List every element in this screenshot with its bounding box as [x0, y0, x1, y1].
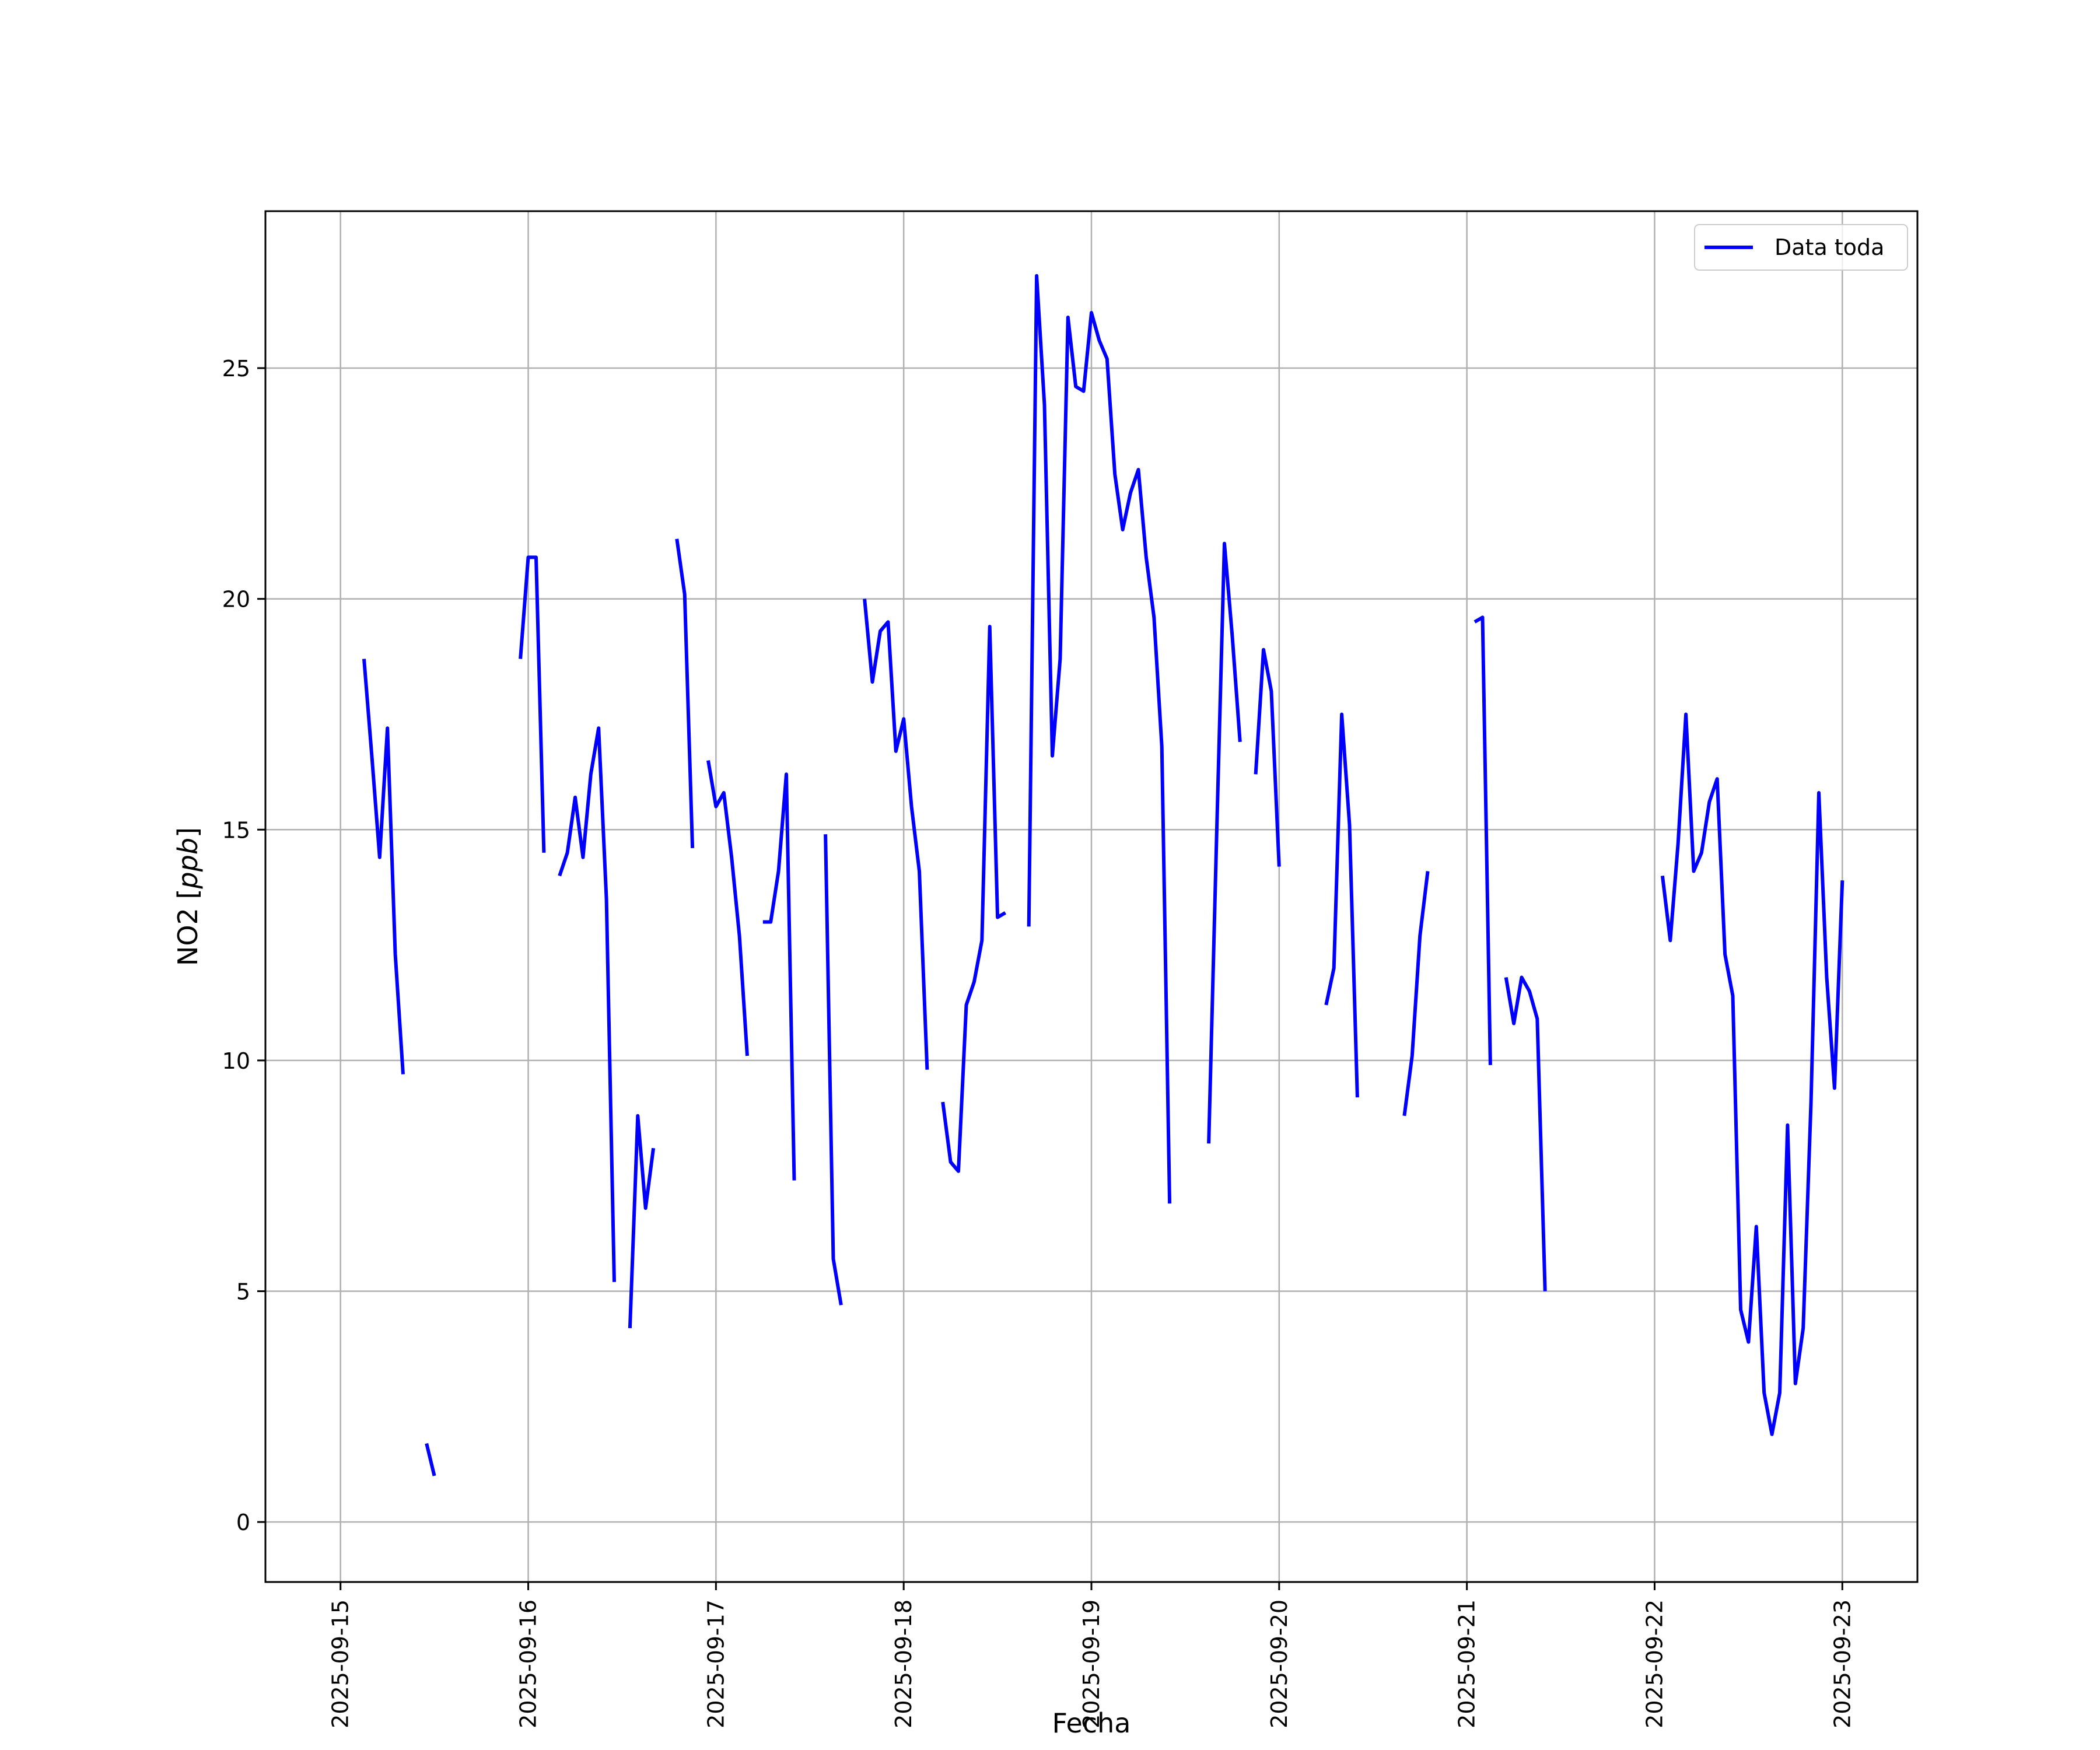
y-axis-label-unit: ppb [172, 838, 204, 890]
legend-box [1694, 224, 1908, 271]
y-axis-label: NO2 [ppb] [172, 827, 204, 966]
y-axis-label-main: NO2 [ [172, 889, 204, 966]
x-tick-label-8: 2025-09-23 [1829, 1600, 1855, 1728]
series-data-toda-segment-14 [1324, 712, 1359, 1098]
x-tick-label-6: 2025-09-21 [1454, 1600, 1480, 1728]
series-data-toda-segment-10 [941, 625, 1007, 1173]
y-tick-label-0: 0 [236, 1510, 250, 1535]
series-data-toda-segment-0 [362, 659, 405, 1074]
series-lines [362, 274, 1845, 1476]
series-data-toda-segment-1 [425, 1443, 436, 1476]
y-tick-label-5: 25 [222, 356, 250, 382]
y-tick-label-1: 5 [236, 1279, 250, 1305]
x-tick-label-0: 2025-09-15 [328, 1600, 354, 1728]
x-tick-label-4: 2025-09-19 [1079, 1600, 1104, 1728]
x-tick-label-1: 2025-09-16 [516, 1600, 541, 1728]
series-data-toda-segment-8 [824, 834, 843, 1306]
series-data-toda-segment-17 [1504, 975, 1547, 1292]
series-data-toda-segment-13 [1254, 648, 1281, 867]
y-axis-label-close: ] [172, 827, 204, 838]
series-data-toda-segment-2 [519, 555, 546, 853]
series-data-toda-segment-7 [762, 772, 796, 1181]
series-data-toda-segment-5 [675, 538, 695, 848]
series-data-toda-segment-18 [1660, 712, 1845, 1436]
series-data-toda-segment-12 [1207, 541, 1242, 1144]
x-tick-label-3: 2025-09-18 [891, 1600, 916, 1728]
x-tick-label-7: 2025-09-22 [1642, 1600, 1667, 1728]
y-tick-label-2: 10 [222, 1048, 250, 1074]
series-data-toda-segment-11 [1027, 274, 1172, 1204]
grid-lines [265, 211, 1917, 1582]
series-data-toda-segment-3 [558, 726, 616, 1282]
x-tick-label-2: 2025-09-17 [703, 1600, 729, 1728]
series-data-toda-segment-16 [1474, 615, 1492, 1065]
x-axis-ticks: 2025-09-15 2025-09-16 2025-09-17 2025-09-18… [328, 1582, 1855, 1728]
legend: Data toda [1694, 224, 1908, 271]
y-tick-label-3: 15 [222, 817, 250, 843]
x-tick-label-5: 2025-09-20 [1266, 1600, 1292, 1728]
legend-label-data-toda: Data toda [1774, 235, 1884, 260]
y-tick-label-4: 20 [222, 587, 250, 612]
y-axis-ticks: 0 5 10 15 20 25 [222, 356, 265, 1535]
x-axis-label: Fecha [1052, 1707, 1131, 1739]
series-data-toda-segment-6 [706, 760, 749, 1056]
series-data-toda-segment-4 [628, 1114, 656, 1328]
series-data-toda-segment-9 [863, 598, 929, 1070]
series-data-toda-segment-15 [1402, 871, 1430, 1116]
